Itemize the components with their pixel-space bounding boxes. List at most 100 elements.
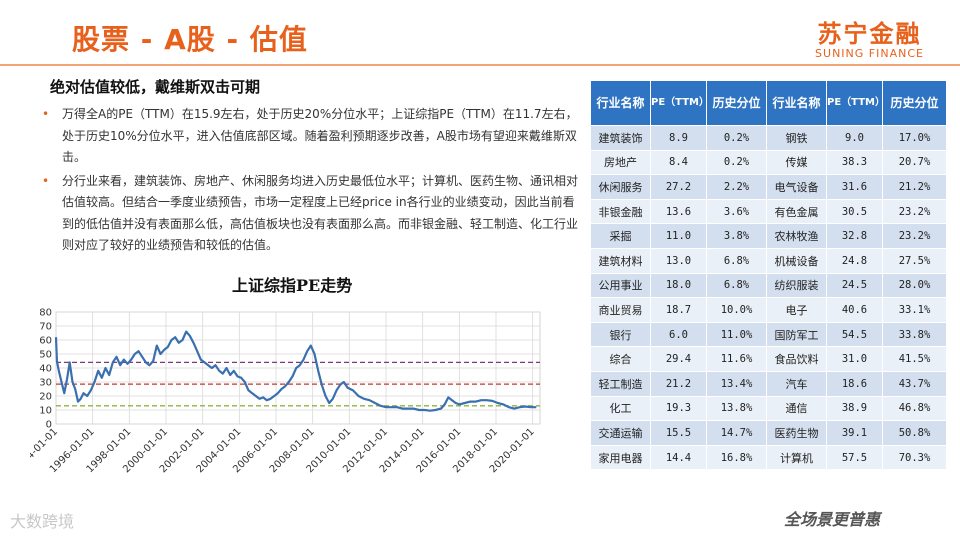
cell-industry: 房地产 bbox=[590, 149, 651, 176]
logo-cn: 苏宁金融 bbox=[817, 20, 922, 48]
company-logo: 苏宁金融 SUNING FINANCE bbox=[815, 14, 924, 60]
bullet-item: 分行业来看，建筑装饰、房地产、休闲服务均进入历史最低位水平；计算机、医药生物、通… bbox=[40, 171, 580, 257]
cell-industry: 轻工制造 bbox=[590, 370, 651, 397]
series-line bbox=[54, 330, 537, 412]
cell-percentile: 28.0% bbox=[882, 272, 947, 299]
table-header-row: 行业名称 PE（TTM） 历史分位 行业名称 PE（TTM） 历史分位 bbox=[590, 80, 947, 126]
page-title: 股票 - A股 - 估值 bbox=[72, 23, 308, 56]
cell-pe: 31.0 bbox=[826, 346, 883, 372]
table-row: 商业贸易 18.7 10.0% 电子 40.6 33.1% bbox=[590, 297, 947, 323]
cell-industry: 商业贸易 bbox=[590, 297, 651, 323]
cell-industry: 计算机 bbox=[766, 444, 827, 471]
y-tick-label: 80 bbox=[39, 308, 52, 319]
cell-pe: 24.5 bbox=[826, 272, 883, 299]
cell-industry: 休闲服务 bbox=[590, 174, 651, 200]
cell-percentile: 20.7% bbox=[882, 149, 947, 176]
cell-percentile: 13.8% bbox=[706, 395, 767, 422]
col-header-industry: 行业名称 bbox=[766, 80, 827, 126]
cell-percentile: 11.6% bbox=[706, 346, 767, 372]
cell-percentile: 3.6% bbox=[706, 198, 767, 225]
table-row: 休闲服务 27.2 2.2% 电气设备 31.6 21.2% bbox=[590, 174, 947, 200]
bullet-item: 万得全A的PE（TTM）在15.9左右，处于历史20%分位水平；上证综指PE（T… bbox=[40, 104, 580, 169]
cell-industry: 综合 bbox=[590, 346, 651, 372]
cell-percentile: 6.8% bbox=[706, 247, 767, 274]
cell-percentile: 41.5% bbox=[882, 346, 947, 372]
cell-industry: 传媒 bbox=[766, 149, 827, 176]
industry-pe-table: 行业名称 PE（TTM） 历史分位 行业名称 PE（TTM） 历史分位 建筑装饰… bbox=[590, 80, 947, 471]
cell-industry: 电子 bbox=[766, 297, 827, 323]
cell-industry: 国防军工 bbox=[766, 321, 827, 348]
cell-industry: 交通运输 bbox=[590, 420, 651, 446]
cell-pe: 8.9 bbox=[650, 125, 707, 151]
cell-pe: 13.6 bbox=[650, 198, 707, 225]
y-tick-label: 10 bbox=[39, 406, 52, 417]
y-tick-label: 40 bbox=[39, 364, 52, 375]
cell-pe: 32.8 bbox=[826, 223, 883, 249]
cell-industry: 有色金属 bbox=[766, 198, 827, 225]
cell-industry: 通信 bbox=[766, 395, 827, 422]
table-row: 化工 19.3 13.8% 通信 38.9 46.8% bbox=[590, 395, 947, 422]
y-tick-label: 50 bbox=[39, 350, 52, 361]
cell-pe: 15.5 bbox=[650, 420, 707, 446]
cell-pe: 9.0 bbox=[826, 125, 883, 151]
table-row: 建筑装饰 8.9 0.2% 钢铁 9.0 17.0% bbox=[590, 125, 947, 151]
cell-pe: 38.9 bbox=[826, 395, 883, 422]
cell-percentile: 0.2% bbox=[706, 149, 767, 176]
cell-pe: 14.4 bbox=[650, 444, 707, 471]
cell-percentile: 33.1% bbox=[882, 297, 947, 323]
chart-title: 上证综指PE走势 bbox=[232, 276, 353, 295]
table-row: 家用电器 14.4 16.8% 计算机 57.5 70.3% bbox=[590, 444, 947, 471]
col-header-industry: 行业名称 bbox=[590, 80, 651, 126]
cell-industry: 医药生物 bbox=[766, 420, 827, 446]
cell-pe: 31.6 bbox=[826, 174, 883, 200]
header-rule bbox=[0, 64, 960, 66]
bullet-list: 万得全A的PE（TTM）在15.9左右，处于历史20%分位水平；上证综指PE（T… bbox=[40, 104, 580, 259]
cell-percentile: 27.5% bbox=[882, 247, 947, 274]
cell-industry: 食品饮料 bbox=[766, 346, 827, 372]
cell-percentile: 17.0% bbox=[882, 125, 947, 151]
cell-pe: 30.5 bbox=[826, 198, 883, 225]
cell-percentile: 10.0% bbox=[706, 297, 767, 323]
cell-industry: 建筑材料 bbox=[590, 247, 651, 274]
col-header-percentile: 历史分位 bbox=[882, 80, 947, 126]
table-row: 交通运输 15.5 14.7% 医药生物 39.1 50.8% bbox=[590, 420, 947, 446]
cell-pe: 11.0 bbox=[650, 223, 707, 249]
table-row: 房地产 8.4 0.2% 传媒 38.3 20.7% bbox=[590, 149, 947, 176]
cell-percentile: 33.8% bbox=[882, 321, 947, 348]
cell-pe: 57.5 bbox=[826, 444, 883, 471]
cell-pe: 13.0 bbox=[650, 247, 707, 274]
cell-percentile: 50.8% bbox=[882, 420, 947, 446]
table-row: 非银金融 13.6 3.6% 有色金属 30.5 23.2% bbox=[590, 198, 947, 225]
cell-percentile: 23.2% bbox=[882, 198, 947, 225]
cell-percentile: 43.7% bbox=[882, 370, 947, 397]
cell-percentile: 14.7% bbox=[706, 420, 767, 446]
table-body: 建筑装饰 8.9 0.2% 钢铁 9.0 17.0% 房地产 8.4 0.2% 传媒 38.3 20.… bbox=[590, 125, 947, 471]
y-tick-label: 70 bbox=[39, 322, 52, 333]
y-tick-label: 60 bbox=[39, 336, 52, 347]
cell-industry: 汽车 bbox=[766, 370, 827, 397]
cell-industry: 电气设备 bbox=[766, 174, 827, 200]
section-heading: 绝对估值较低，戴维斯双击可期 bbox=[50, 78, 261, 96]
cell-percentile: 23.2% bbox=[882, 223, 947, 249]
cell-percentile: 21.2% bbox=[882, 174, 947, 200]
cell-percentile: 70.3% bbox=[882, 444, 947, 471]
y-tick-label: 0 bbox=[46, 420, 52, 431]
cell-percentile: 0.2% bbox=[706, 125, 767, 151]
cell-pe: 18.7 bbox=[650, 297, 707, 323]
cell-percentile: 3.8% bbox=[706, 223, 767, 249]
table-row: 综合 29.4 11.6% 食品饮料 31.0 41.5% bbox=[590, 346, 947, 372]
cell-pe: 39.1 bbox=[826, 420, 883, 446]
col-header-percentile: 历史分位 bbox=[706, 80, 767, 126]
cell-percentile: 6.8% bbox=[706, 272, 767, 299]
col-header-pe: PE（TTM） bbox=[650, 80, 709, 126]
pe-line-chart: 010203040506070801994-01-011996-01-01199… bbox=[30, 308, 541, 475]
cell-industry: 纺织服装 bbox=[766, 272, 827, 299]
cell-pe: 8.4 bbox=[650, 149, 707, 176]
cell-pe: 18.0 bbox=[650, 272, 707, 299]
cell-pe: 38.3 bbox=[826, 149, 883, 176]
table-row: 采掘 11.0 3.8% 农林牧渔 32.8 23.2% bbox=[590, 223, 947, 249]
footer-logo: 全场景更普惠 bbox=[783, 510, 880, 529]
cell-industry: 建筑装饰 bbox=[590, 125, 651, 151]
cell-industry: 公用事业 bbox=[590, 272, 651, 299]
cell-percentile: 11.0% bbox=[706, 321, 767, 348]
